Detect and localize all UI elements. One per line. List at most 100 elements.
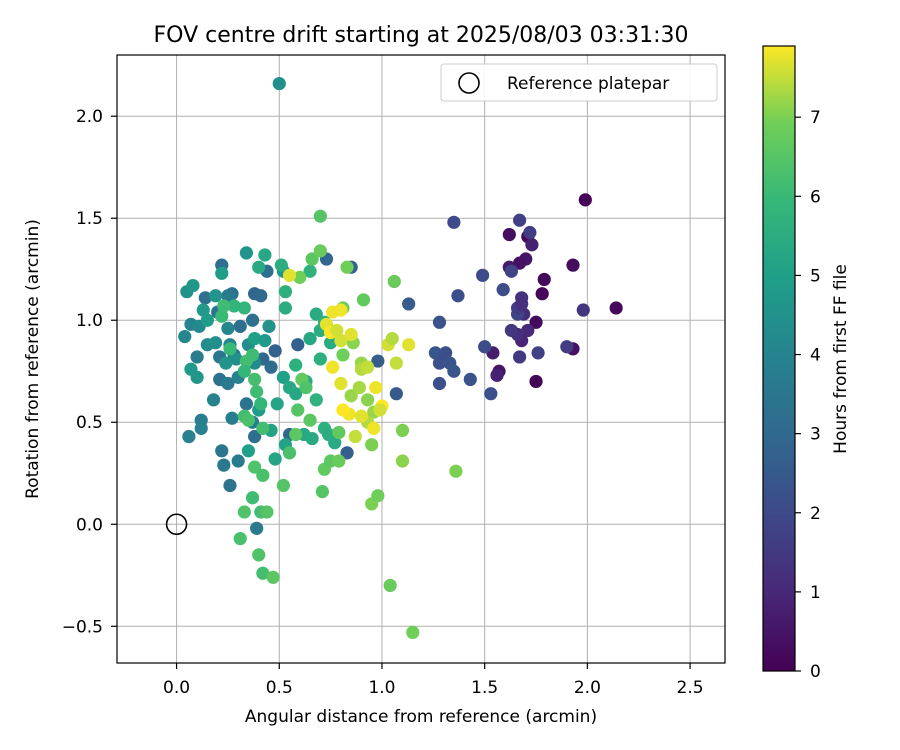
data-point [182,429,196,444]
data-point [451,289,465,303]
data-point [289,358,303,372]
data-point [360,393,375,407]
data-point [190,350,204,364]
data-point [276,370,290,384]
data-point [490,368,504,382]
legend: Reference platepar [440,63,718,102]
data-point [334,376,348,391]
data-point [256,566,270,580]
data-point [221,376,235,391]
data-point [535,287,549,301]
data-point [369,380,383,395]
data-point [219,356,233,370]
data-point [367,421,381,435]
data-point [439,346,453,360]
data-point [291,403,305,417]
data-point [609,301,623,315]
data-point [525,238,539,252]
data-point [478,340,492,354]
data-point [340,446,354,460]
data-point [356,293,371,307]
data-point [447,364,461,378]
colorbar-label: Hours from first FF file [831,264,851,454]
data-point [282,446,297,460]
data-point [245,348,260,362]
data-point [309,393,323,407]
data-point [428,346,442,360]
data-point [245,491,260,505]
data-point [252,548,266,562]
data-point [523,225,537,240]
data-point [208,336,223,350]
data-point [402,338,416,352]
data-point [447,215,461,229]
data-point [578,193,592,207]
y-axis-ticks: −0.5 0.0 0.5 1.0 1.5 2.0 [62,107,103,637]
data-point [383,578,397,593]
data-point [512,350,527,364]
data-point [250,385,264,399]
data-point [200,313,214,327]
legend-box [440,63,718,102]
reference-platepar-marker [165,513,188,536]
data-point [254,289,268,303]
colorbar-ticks: 0 1 2 3 4 5 6 7 [795,108,821,682]
data-point [186,278,200,293]
y-tick-label: 1.0 [76,311,103,331]
data-point [385,331,399,346]
x-tick-label: 0.5 [266,678,293,698]
data-point [231,454,245,468]
data-point [250,521,264,535]
data-point [387,274,401,289]
data-point [233,531,247,546]
data-point [328,436,342,450]
data-point [252,260,266,274]
data-point [566,258,580,272]
data-point [215,444,229,458]
data-point [268,344,282,358]
data-point [248,429,262,444]
x-tick-label: 1.0 [368,678,395,698]
data-point [256,421,270,435]
data-point [223,342,237,356]
data-point [354,409,369,423]
x-tick-label: 2.5 [677,678,704,698]
plot-frame [116,54,726,664]
data-point [313,352,327,366]
y-axis-label: Rotation from reference (arcmin) [23,219,43,499]
data-point [293,270,307,284]
y-tick-label: −0.5 [62,617,103,637]
data-point [206,393,221,407]
data-point [248,460,262,474]
colorbar-gradient [762,45,796,672]
data-point [239,246,254,260]
colorbar-tick-label: 2 [810,504,821,524]
data-point [332,454,346,468]
x-tick-label: 0.0 [163,678,190,698]
data-point [237,364,251,378]
x-axis-ticks: 0.0 0.5 1.0 1.5 2.0 2.5 [163,678,704,698]
data-point [268,452,282,466]
data-point [241,444,256,458]
data-point [208,289,223,303]
data-point [395,423,410,438]
data-point [313,209,327,223]
colorbar-tick-label: 6 [810,187,821,207]
data-point [262,319,276,333]
data-point [395,454,410,468]
data-point [256,468,270,482]
data-point [371,354,385,368]
data-point [264,360,278,374]
data-point [389,356,403,370]
data-point [291,338,305,352]
data-point [360,360,375,374]
data-point [340,260,354,274]
data-point [560,340,574,354]
data-point [512,256,527,270]
x-tick-label: 1.5 [471,678,498,698]
colorbar-tick-label: 0 [810,662,821,682]
data-point [334,303,348,317]
data-point [371,489,385,503]
x-axis-label: Angular distance from reference (arcmin) [245,707,597,727]
data-point [217,458,231,472]
